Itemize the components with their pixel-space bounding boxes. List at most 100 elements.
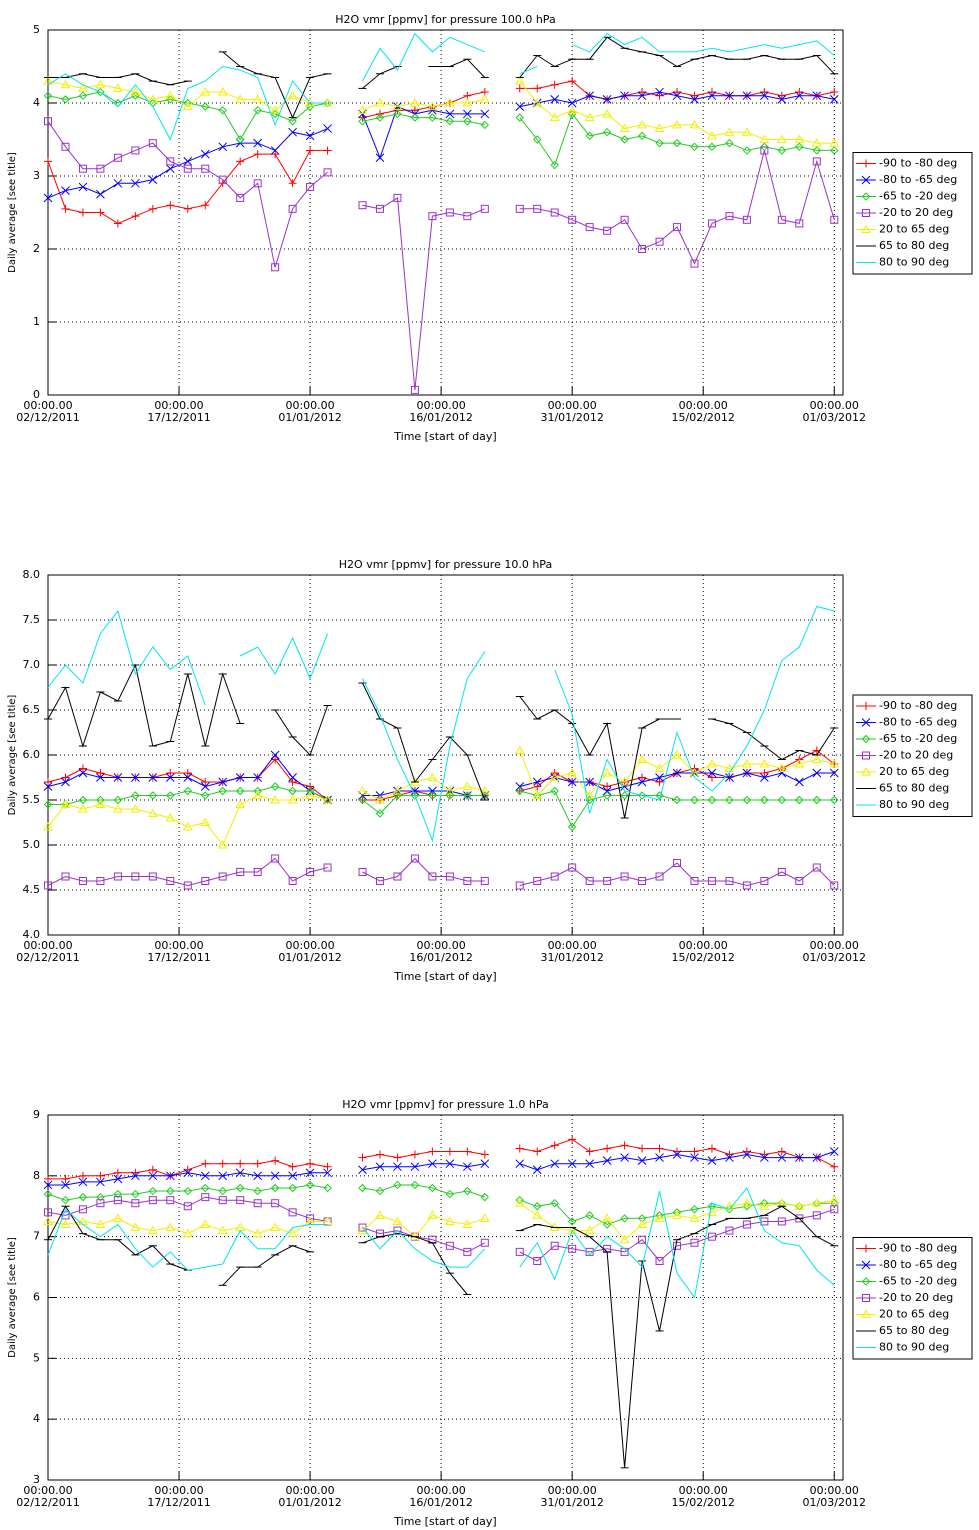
- marker: [707, 1144, 716, 1153]
- marker: [271, 854, 280, 863]
- marker: [638, 773, 647, 782]
- marker: [358, 868, 367, 876]
- marker: [357, 785, 368, 795]
- marker: [166, 1196, 175, 1205]
- marker: [515, 787, 524, 795]
- marker: [253, 1186, 262, 1196]
- marker: [323, 863, 332, 872]
- marker: [549, 112, 560, 122]
- marker: [479, 1213, 490, 1222]
- marker: [252, 94, 263, 103]
- marker: [690, 877, 699, 885]
- marker: [43, 782, 53, 791]
- marker: [201, 201, 210, 210]
- y-tick-label: 6.5: [23, 703, 41, 716]
- y-tick-label: 4: [33, 1412, 40, 1425]
- marker: [637, 91, 647, 101]
- marker: [375, 204, 384, 213]
- legend-marker: [862, 159, 870, 168]
- marker: [568, 1135, 577, 1144]
- marker: [567, 767, 578, 777]
- marker: [201, 164, 210, 173]
- marker: [306, 782, 315, 791]
- y-tick-label: 4.0: [23, 928, 41, 941]
- marker: [463, 212, 472, 221]
- marker: [95, 1219, 106, 1228]
- marker: [532, 1165, 542, 1175]
- marker: [584, 112, 595, 122]
- x-tick-label: 00:00.00 15/02/2012: [671, 939, 735, 964]
- y-tick-label: 2: [33, 242, 40, 255]
- marker: [131, 178, 140, 188]
- marker: [568, 863, 577, 872]
- marker: [445, 1216, 455, 1225]
- marker: [812, 863, 821, 872]
- marker: [480, 1238, 489, 1247]
- marker: [78, 768, 88, 778]
- marker: [479, 94, 490, 103]
- marker: [410, 1150, 419, 1159]
- marker: [479, 785, 490, 795]
- x-tick-label: 00:00.00 01/01/2012: [278, 399, 342, 424]
- marker: [165, 773, 175, 782]
- marker: [165, 1222, 176, 1232]
- marker: [270, 1171, 280, 1181]
- y-tick-label: 5: [33, 23, 40, 36]
- marker: [253, 773, 263, 782]
- y-tick-label: 1: [33, 315, 40, 328]
- marker: [322, 794, 333, 804]
- y-tick-label: 3: [33, 169, 40, 182]
- legend-label: 20 to 65 deg: [879, 223, 949, 236]
- x-tick-label: 00:00.00 02/12/2011: [16, 1484, 80, 1509]
- marker: [288, 204, 297, 213]
- marker: [306, 868, 315, 876]
- marker: [61, 777, 70, 787]
- marker: [165, 1171, 175, 1181]
- marker: [673, 223, 682, 232]
- marker: [200, 149, 210, 159]
- marker: [358, 1153, 367, 1162]
- marker: [637, 131, 647, 141]
- series-line: [47, 857, 835, 887]
- marker: [96, 1192, 105, 1202]
- marker: [829, 138, 840, 147]
- marker: [410, 1180, 420, 1190]
- y-tick-label: 7: [33, 1230, 40, 1243]
- marker: [620, 1141, 629, 1150]
- marker: [603, 782, 612, 791]
- legend-label: -80 to -65 deg: [879, 1258, 957, 1271]
- x-tick-label: 00:00.00 01/03/2012: [802, 1484, 866, 1509]
- marker: [78, 764, 87, 773]
- marker: [620, 1214, 629, 1223]
- marker: [148, 791, 158, 800]
- marker: [602, 1220, 612, 1229]
- marker: [463, 1247, 472, 1256]
- marker: [830, 88, 839, 97]
- marker: [375, 1150, 384, 1159]
- marker: [480, 204, 489, 213]
- marker: [358, 795, 367, 805]
- marker: [44, 778, 52, 786]
- marker: [201, 1193, 210, 1202]
- marker: [690, 1153, 699, 1162]
- marker: [725, 212, 734, 221]
- legend-box: [852, 694, 973, 817]
- marker: [445, 1241, 454, 1250]
- marker: [288, 1208, 297, 1217]
- marker: [96, 877, 105, 885]
- marker: [463, 1147, 472, 1156]
- marker: [44, 117, 52, 126]
- marker: [637, 777, 647, 787]
- legend-marker: [861, 1277, 871, 1286]
- marker: [271, 755, 280, 764]
- legend-marker: [862, 702, 870, 710]
- marker: [707, 1232, 716, 1241]
- marker: [794, 1201, 805, 1210]
- marker: [707, 768, 717, 778]
- marker: [44, 881, 52, 890]
- legend-label: 65 to 80 deg: [879, 782, 949, 795]
- marker: [725, 1226, 734, 1235]
- x-tick-label: 00:00.00 16/01/2012: [409, 1484, 473, 1509]
- marker: [515, 782, 525, 791]
- marker: [43, 76, 53, 85]
